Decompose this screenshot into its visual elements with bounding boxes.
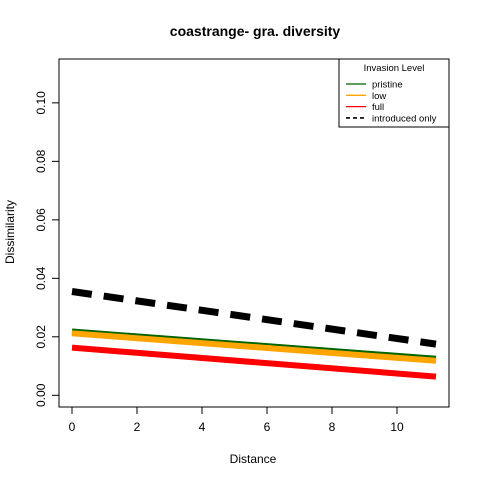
legend-label: full [372,102,384,113]
x-tick-label: 8 [329,420,336,434]
y-tick-label: 0.10 [34,91,48,115]
legend-box [338,58,450,128]
x-tick-label: 0 [69,420,76,434]
y-tick-label: 0.06 [34,208,48,232]
y-tick-label: 0.00 [34,383,48,407]
chart-title: coastrange- gra. diversity [170,23,341,39]
legend-label: low [372,91,386,102]
x-tick-label: 6 [264,420,271,434]
legend-label: introduced only [372,113,437,124]
y-tick-label: 0.08 [34,149,48,173]
y-tick-label: 0.02 [34,325,48,349]
y-axis-label: Dissimilarity [3,200,17,264]
series-layer [71,288,437,380]
y-axis: 0.00 0.02 0.04 0.06 0.08 0.10 [34,91,60,407]
legend-label: pristine [372,80,403,91]
x-axis: 0 2 4 6 8 10 [69,406,404,434]
series-line-introduced-only [71,288,437,348]
legend-title: Invasion Level [364,63,425,74]
x-tick-label: 4 [199,420,206,434]
legend: Invasion Level pristinelowfullintroduced… [338,58,450,128]
x-tick-label: 2 [134,420,141,434]
x-axis-label: Distance [230,452,277,466]
series-line-full [71,344,437,380]
series-line-low-overlay [71,330,437,364]
x-tick-label: 10 [390,420,404,434]
y-tick-label: 0.04 [34,266,48,290]
